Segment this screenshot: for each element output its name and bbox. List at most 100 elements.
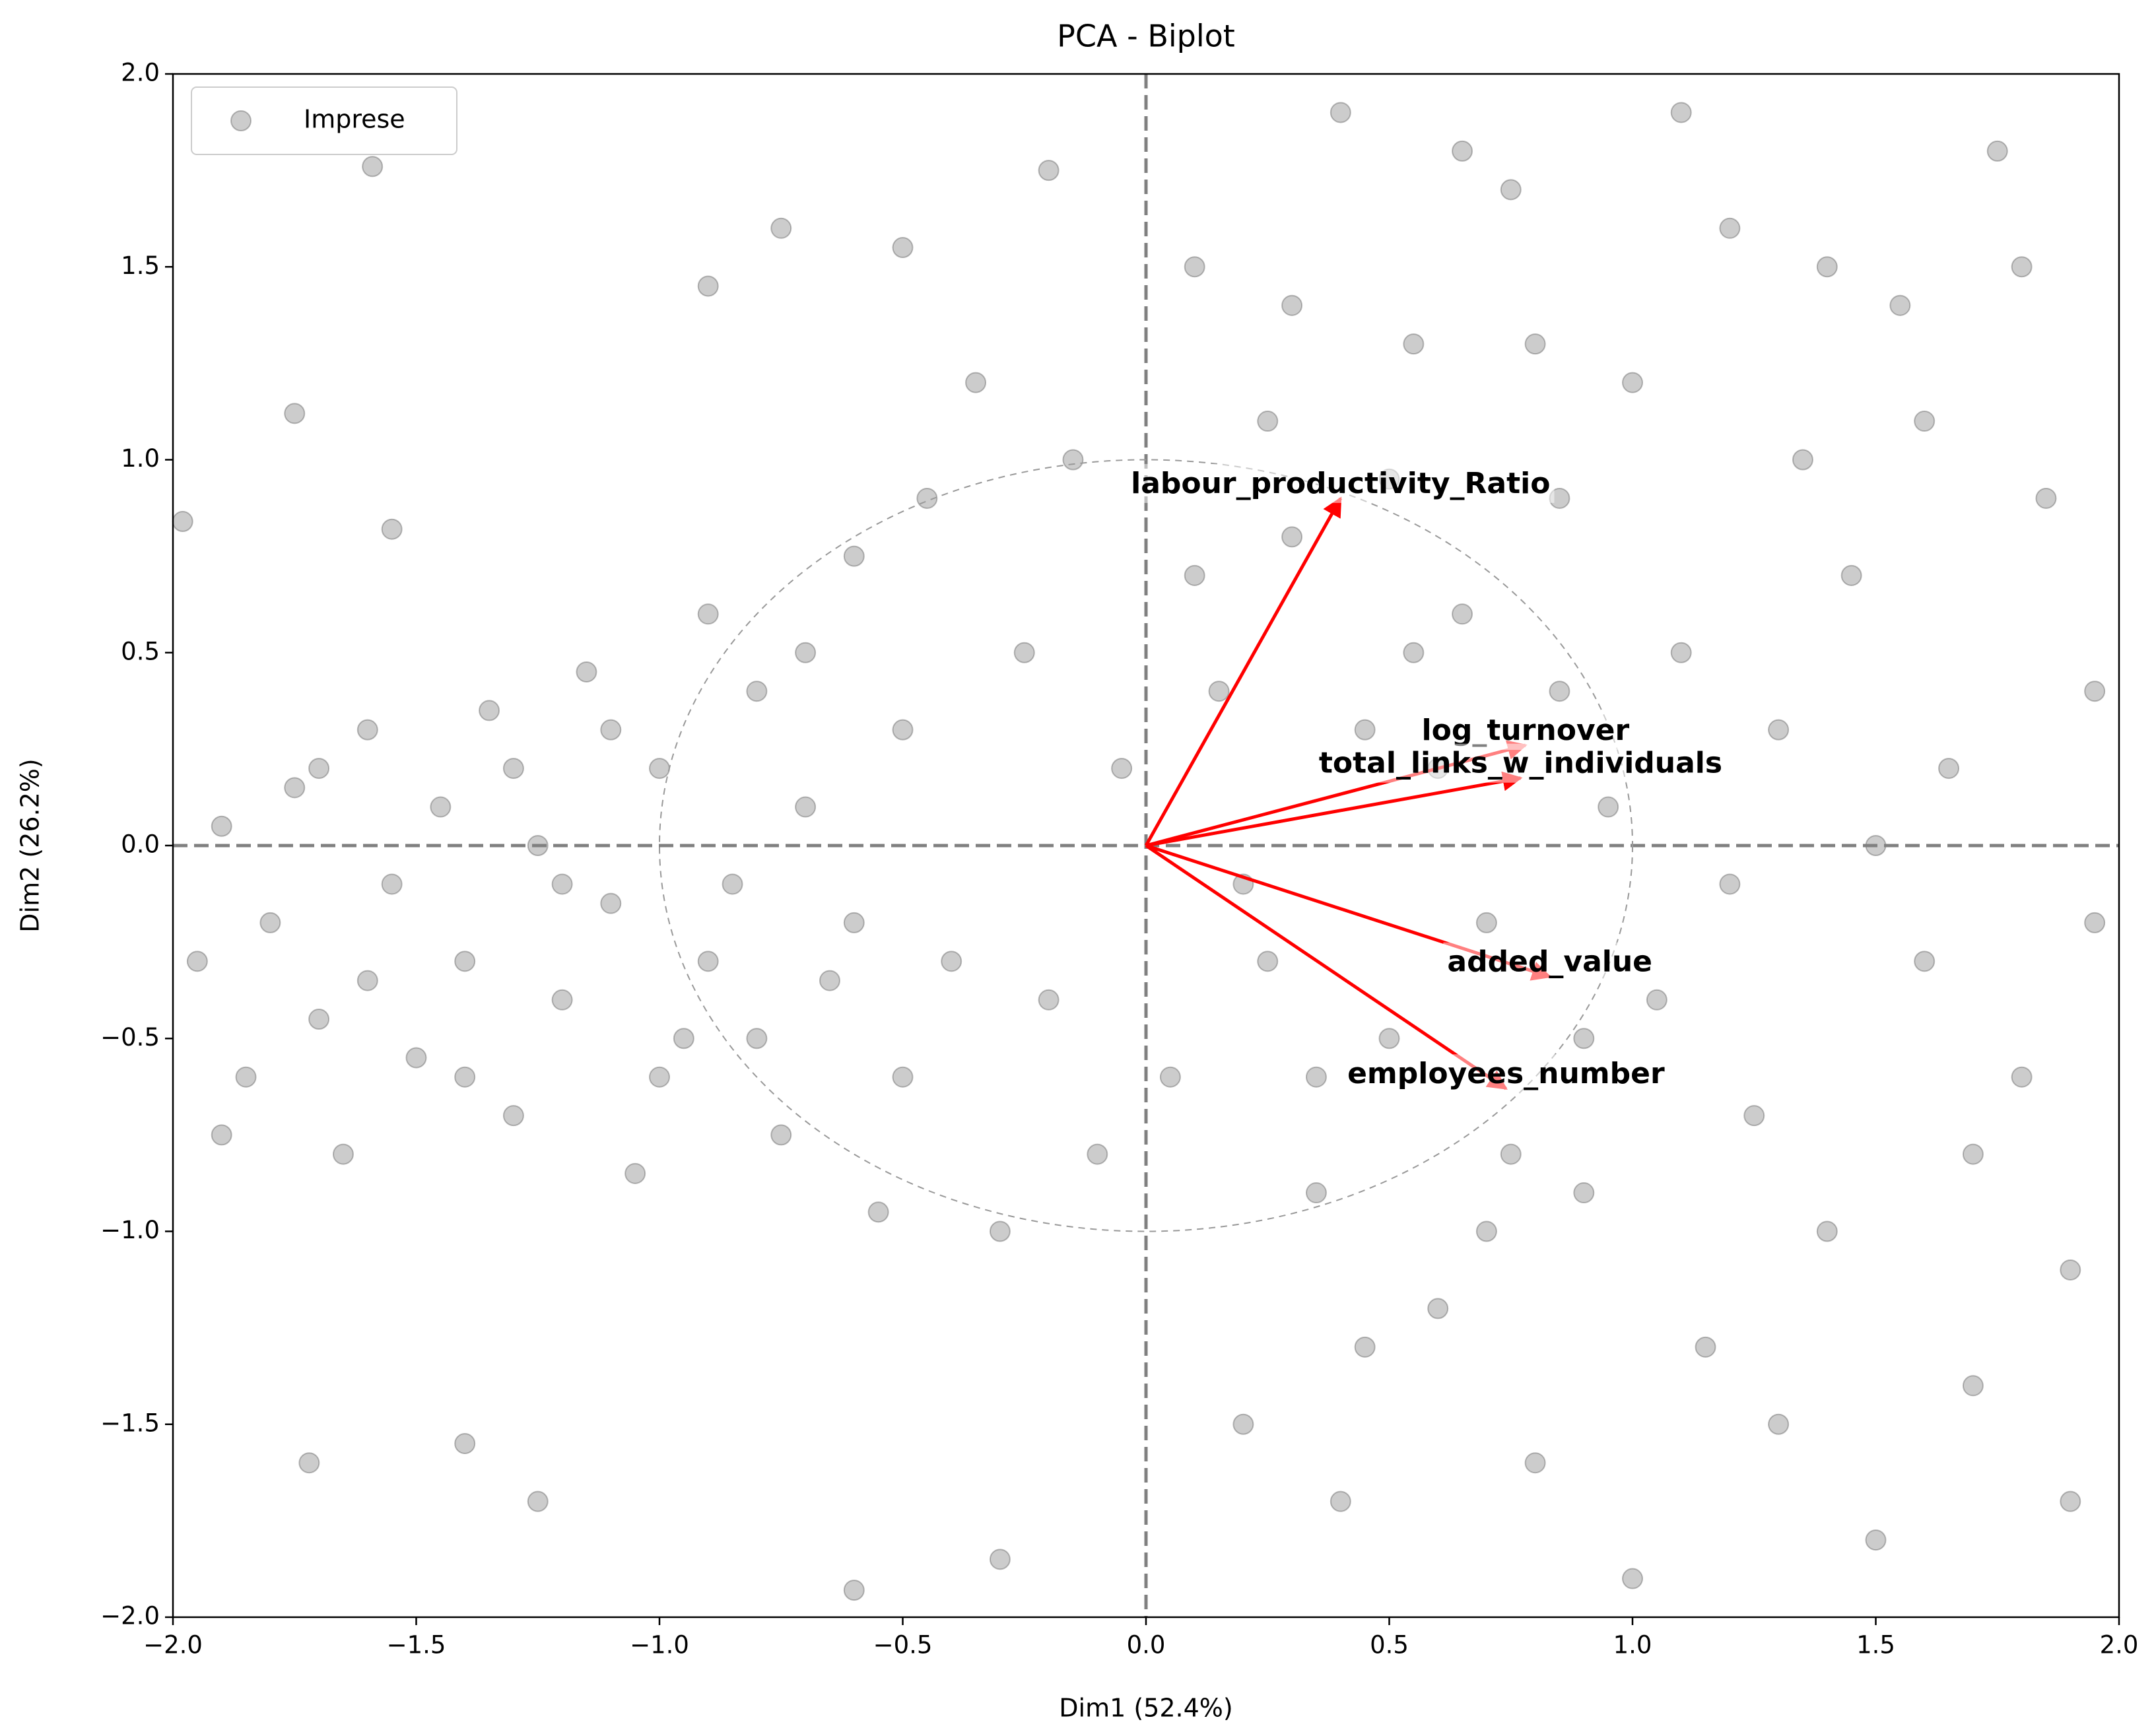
x-tick-label: −1.5: [387, 1631, 446, 1659]
point: [1330, 102, 1351, 123]
loading-label-bg: [1127, 463, 1555, 503]
point: [2060, 1490, 2081, 1512]
loading-label: total_links_w_individuals: [1319, 747, 1722, 780]
point: [770, 1124, 792, 1146]
point: [1865, 1529, 1887, 1551]
point: [551, 873, 573, 895]
point: [1184, 256, 1205, 278]
point: [1475, 912, 1497, 933]
legend-box: [191, 86, 457, 155]
point: [284, 403, 306, 424]
point: [1524, 1452, 1546, 1474]
point: [746, 681, 768, 702]
point: [1768, 719, 1790, 741]
point: [1403, 642, 1425, 663]
point: [1524, 333, 1546, 355]
point: [1354, 719, 1376, 741]
point: [1670, 642, 1692, 663]
loading-label-bg: [1343, 1054, 1669, 1094]
point: [356, 970, 378, 991]
point: [454, 1066, 476, 1088]
x-tick-label: −0.5: [873, 1631, 933, 1659]
point: [454, 1432, 476, 1454]
point: [172, 511, 193, 533]
point: [1111, 758, 1133, 780]
point: [843, 912, 865, 933]
point: [308, 1009, 330, 1030]
point: [989, 1549, 1011, 1570]
y-tick-label: 2.0: [121, 59, 160, 87]
point: [1743, 1105, 1765, 1127]
point: [298, 1452, 320, 1474]
point: [1549, 681, 1570, 702]
point: [2011, 256, 2033, 278]
point: [1792, 449, 1813, 471]
point: [1768, 1413, 1790, 1435]
point: [989, 1220, 1011, 1242]
point: [1257, 951, 1279, 972]
point: [892, 719, 914, 741]
point: [1500, 179, 1522, 201]
overlay: labour_productivity_Ratio log_turnovertot…: [173, 74, 2119, 1617]
loading-arrow: [1145, 844, 1508, 1090]
y-tick-label: −0.5: [100, 1023, 160, 1052]
point: [2035, 487, 2057, 509]
point: [1257, 411, 1279, 432]
point: [649, 1066, 670, 1088]
point: [1232, 1413, 1254, 1435]
loading-label-bg: [1314, 743, 1727, 783]
y-axis-label: Dim2 (26.2%): [16, 758, 45, 932]
point: [892, 1066, 914, 1088]
loading-arrow: [1145, 771, 1523, 848]
loading-arrow: [1144, 496, 1342, 847]
point: [1305, 1182, 1327, 1204]
point: [1670, 102, 1692, 123]
point: [1962, 1143, 1984, 1165]
point: [502, 758, 524, 780]
y-tick-label: 1.0: [121, 444, 160, 473]
legend-marker: [230, 110, 252, 131]
point: [362, 156, 384, 178]
point: [1403, 333, 1425, 355]
point: [1330, 1490, 1351, 1512]
point: [819, 970, 840, 991]
point: [795, 796, 817, 818]
point: [381, 518, 403, 540]
loading-label: log_turnover: [1422, 714, 1630, 747]
x-tick-label: −1.0: [630, 1631, 689, 1659]
point: [795, 642, 817, 663]
legend-label: Imprese: [304, 105, 405, 134]
y-tick-label: −1.5: [100, 1409, 160, 1437]
point: [332, 1143, 354, 1165]
y-tick-label: 1.5: [121, 251, 160, 280]
x-tick-label: −2.0: [143, 1631, 203, 1659]
point: [405, 1047, 427, 1069]
points: [172, 102, 2106, 1601]
point: [697, 603, 719, 625]
point: [1281, 294, 1303, 316]
point: [1840, 564, 1862, 586]
x-tick-label: 1.0: [1613, 1631, 1652, 1659]
point: [527, 1490, 549, 1512]
point: [1889, 294, 1911, 316]
point: [284, 777, 306, 799]
point: [1305, 1066, 1327, 1088]
point: [600, 719, 622, 741]
point: [867, 1201, 889, 1223]
point: [2011, 1066, 2033, 1088]
loading-label-bg: [1443, 942, 1657, 982]
point: [1816, 1220, 1838, 1242]
point: [308, 758, 330, 780]
point: [1378, 1028, 1400, 1050]
point: [2084, 912, 2106, 933]
point: [1184, 564, 1205, 586]
x-axis-label: Dim1 (52.4%): [1059, 1694, 1232, 1723]
point: [1038, 160, 1060, 182]
point: [1087, 1143, 1108, 1165]
point: [1986, 140, 2008, 162]
y-tick-label: −1.0: [100, 1216, 160, 1244]
point: [1013, 642, 1035, 663]
point: [1914, 951, 1936, 972]
point: [1962, 1375, 1984, 1397]
point: [1208, 681, 1230, 702]
